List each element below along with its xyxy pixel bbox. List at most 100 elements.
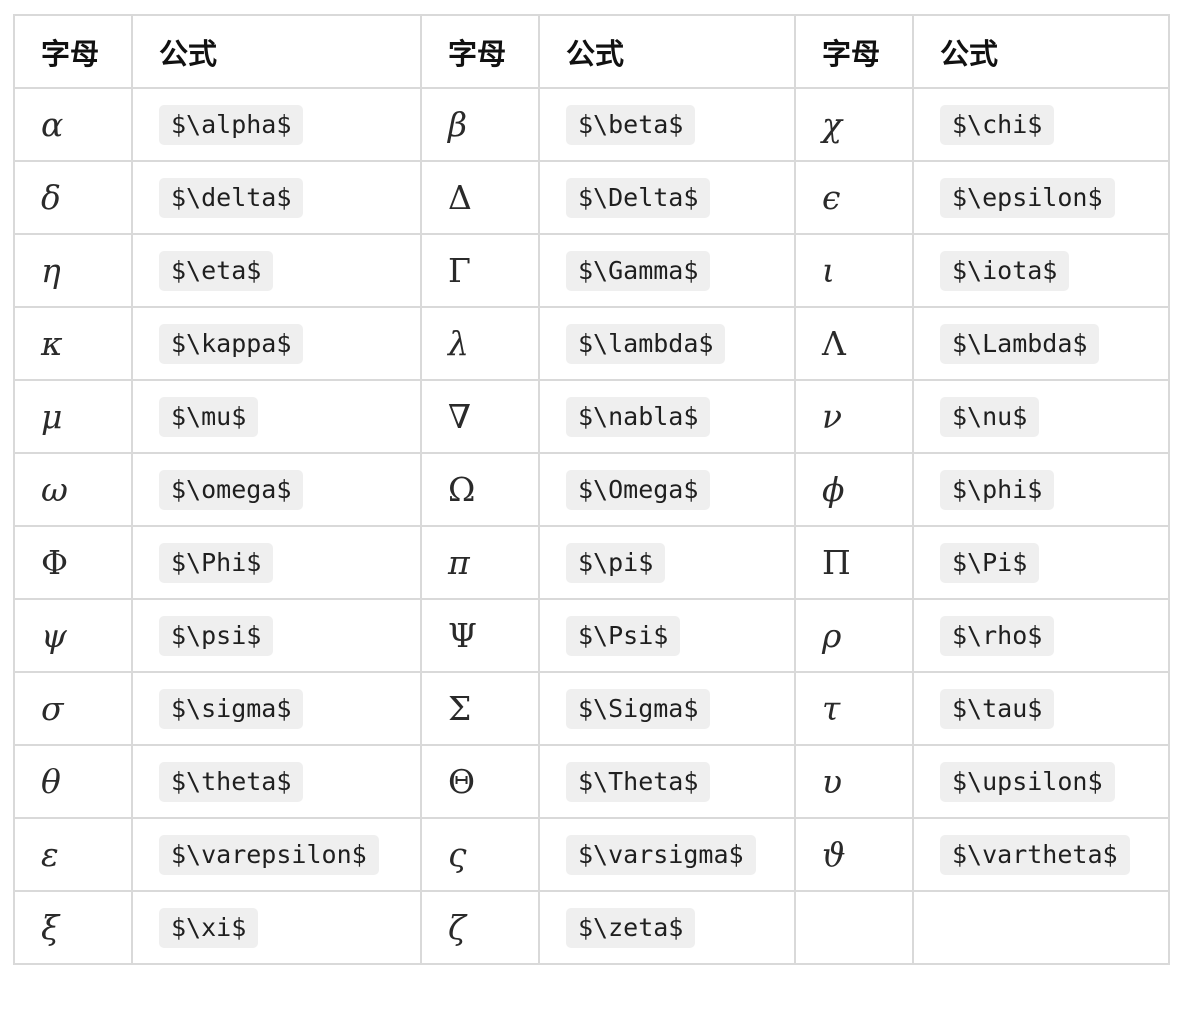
latex-code-chip: $\chi$ [940,104,1055,145]
formula-cell: $\nabla$ [538,379,796,454]
latex-code-chip: $\delta$ [159,177,304,218]
latex-code-chip: $\vartheta$ [940,834,1130,875]
latex-code-chip: $\varepsilon$ [159,834,379,875]
latex-code-chip: $\omega$ [159,469,304,510]
formula-cell: $\iota$ [912,233,1170,308]
formula-cell: $\xi$ [131,890,422,965]
greek-letter-cell: Θ [420,744,540,819]
latex-code-chip: $\phi$ [940,469,1055,510]
formula-cell: $\Theta$ [538,744,796,819]
table-row: α $\alpha$ β $\beta$ χ $\chi$ [13,87,1170,162]
greek-letter-cell: υ [794,744,914,819]
formula-cell: $\varepsilon$ [131,817,422,892]
table-row: ξ $\xi$ ζ $\zeta$ [13,890,1170,965]
greek-letter-cell: ι [794,233,914,308]
table-header: 字母 公式 字母 公式 字母 公式 [13,14,1170,89]
formula-cell: $\lambda$ [538,306,796,381]
formula-cell: $\omega$ [131,452,422,527]
formula-cell: $\nu$ [912,379,1170,454]
latex-code-chip: $\Theta$ [566,761,711,802]
latex-code-chip: $\Omega$ [566,469,711,510]
latex-code-chip: $\Phi$ [159,542,274,583]
latex-code-chip: $\xi$ [159,907,259,948]
greek-letter-cell: ∇ [420,379,540,454]
formula-cell: $\epsilon$ [912,160,1170,235]
formula-cell: $\chi$ [912,87,1170,162]
formula-cell: $\vartheta$ [912,817,1170,892]
greek-letter-cell: Σ [420,671,540,746]
formula-cell: $\mu$ [131,379,422,454]
latex-code-chip: $\eta$ [159,250,274,291]
latex-code-chip: $\lambda$ [566,323,726,364]
greek-letter-cell: ω [13,452,133,527]
greek-letter-cell: ς [420,817,540,892]
latex-code-chip: $\nu$ [940,396,1040,437]
table-row: θ $\theta$ Θ $\Theta$ υ $\upsilon$ [13,744,1170,819]
latex-code-chip: $\sigma$ [159,688,304,729]
greek-letter-cell: κ [13,306,133,381]
latex-code-chip: $\Pi$ [940,542,1040,583]
greek-letter-cell [794,890,914,965]
table-row: ψ $\psi$ Ψ $\Psi$ ρ $\rho$ [13,598,1170,673]
formula-cell: $\phi$ [912,452,1170,527]
formula-cell: $\pi$ [538,525,796,600]
formula-cell: $\eta$ [131,233,422,308]
formula-cell: $\varsigma$ [538,817,796,892]
greek-letter-cell: β [420,87,540,162]
latex-code-chip: $\upsilon$ [940,761,1115,802]
formula-cell: $\Omega$ [538,452,796,527]
table-row: ε $\varepsilon$ ς $\varsigma$ ϑ $\vartheta$ [13,817,1170,892]
latex-code-chip: $\varsigma$ [566,834,756,875]
greek-letter-cell: α [13,87,133,162]
table-row: δ $\delta$ Δ $\Delta$ ϵ $\epsilon$ [13,160,1170,235]
greek-letter-cell: ϕ [794,452,914,527]
greek-letter-cell: ε [13,817,133,892]
formula-cell: $\beta$ [538,87,796,162]
formula-cell: $\delta$ [131,160,422,235]
latex-code-chip: $\epsilon$ [940,177,1115,218]
formula-cell: $\Pi$ [912,525,1170,600]
latex-code-chip: $\tau$ [940,688,1055,729]
table-row: ω $\omega$ Ω $\Omega$ ϕ $\phi$ [13,452,1170,527]
latex-code-chip: $\Gamma$ [566,250,711,291]
greek-letter-cell: Ψ [420,598,540,673]
latex-code-chip: $\beta$ [566,104,696,145]
greek-letter-cell: ϵ [794,160,914,235]
formula-cell: $\psi$ [131,598,422,673]
formula-cell: $\theta$ [131,744,422,819]
greek-letter-cell: ϑ [794,817,914,892]
latex-code-chip: $\iota$ [940,250,1070,291]
header-letter: 字母 [13,14,133,89]
formula-cell: $\sigma$ [131,671,422,746]
formula-cell: $\rho$ [912,598,1170,673]
header-formula: 公式 [912,14,1170,89]
latex-code-chip: $\kappa$ [159,323,304,364]
formula-cell: $\Gamma$ [538,233,796,308]
formula-cell: $\Psi$ [538,598,796,673]
formula-cell: $\kappa$ [131,306,422,381]
table-row: μ $\mu$ ∇ $\nabla$ ν $\nu$ [13,379,1170,454]
greek-letter-cell: η [13,233,133,308]
table-row: σ $\sigma$ Σ $\Sigma$ τ $\tau$ [13,671,1170,746]
header-formula: 公式 [131,14,422,89]
table-row: κ $\kappa$ λ $\lambda$ Λ $\Lambda$ [13,306,1170,381]
greek-letter-cell: θ [13,744,133,819]
latex-code-chip: $\mu$ [159,396,259,437]
greek-letters-table: 字母 公式 字母 公式 字母 公式 α $\alpha$ β $\beta$ χ $\ch… [13,14,1170,965]
latex-code-chip: $\psi$ [159,615,274,656]
greek-letter-cell: λ [420,306,540,381]
formula-cell: $\tau$ [912,671,1170,746]
table-body: α $\alpha$ β $\beta$ χ $\chi$ δ $\delta$ Δ $\Delt… [13,87,1170,965]
greek-letter-cell: χ [794,87,914,162]
formula-cell [912,890,1170,965]
formula-cell: $\Sigma$ [538,671,796,746]
greek-letter-cell: μ [13,379,133,454]
latex-code-chip: $\pi$ [566,542,666,583]
formula-cell: $\Delta$ [538,160,796,235]
greek-letter-cell: ζ [420,890,540,965]
greek-letter-cell: τ [794,671,914,746]
header-formula: 公式 [538,14,796,89]
formula-cell: $\zeta$ [538,890,796,965]
latex-code-chip: $\Psi$ [566,615,681,656]
greek-letter-cell: ψ [13,598,133,673]
